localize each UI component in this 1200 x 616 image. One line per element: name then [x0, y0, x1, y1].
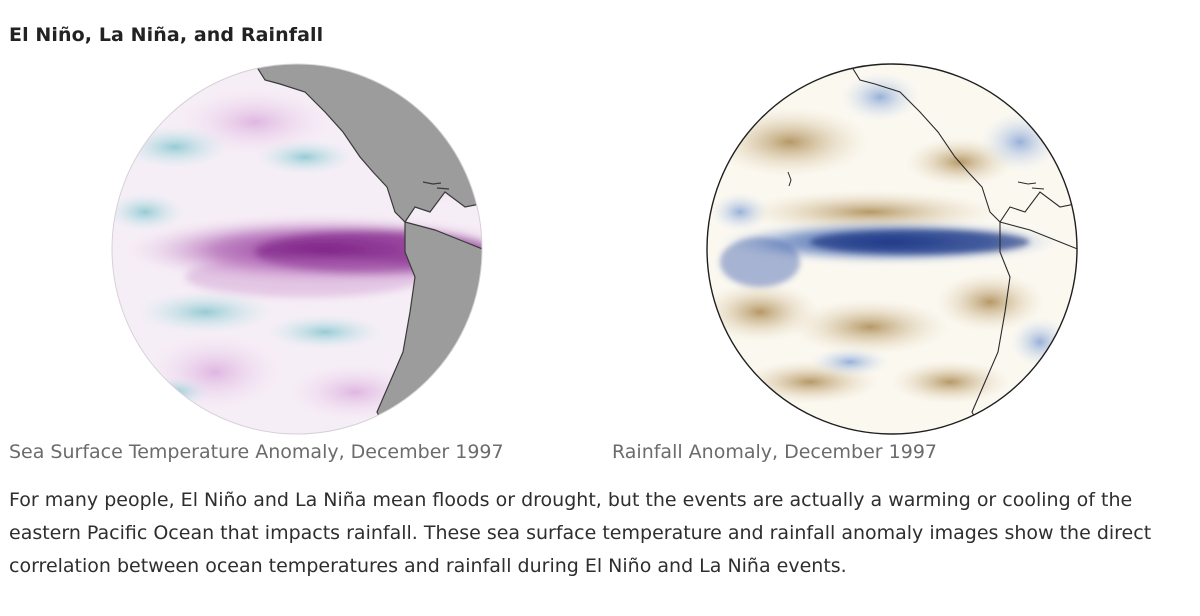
rainfall-globe-surface	[707, 64, 1077, 434]
north-america-coastline	[849, 64, 1077, 223]
article-title: El Niño, La Niña, and Rainfall	[9, 24, 324, 46]
sst-globe-surface	[112, 64, 482, 434]
rainfall-anomaly-globe-image	[700, 62, 1085, 437]
article-paragraph: For many people, El Niño and La Niña mea…	[9, 489, 1152, 577]
rainfall-caption: Rainfall Anomaly, December 1997	[612, 441, 938, 463]
sst-caption: Sea Surface Temperature Anomaly, Decembe…	[9, 441, 504, 463]
sst-anomaly-globe-image	[105, 62, 490, 437]
